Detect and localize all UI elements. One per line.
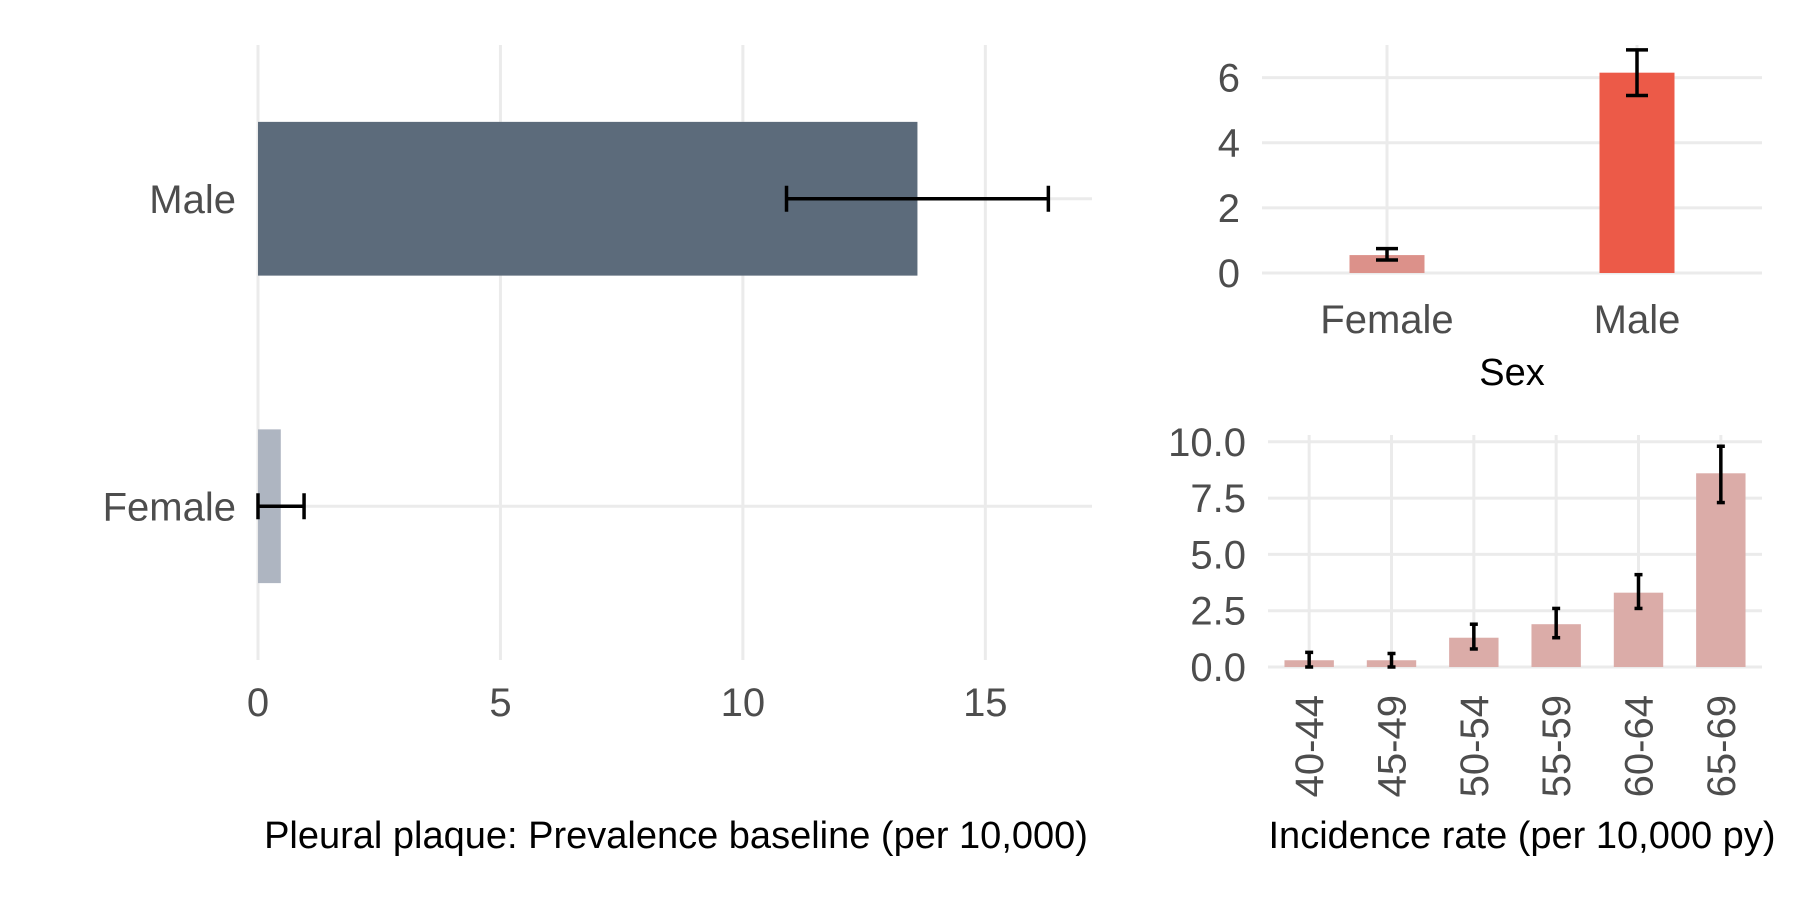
x-axis-title-prevalence: Pleural plaque: Prevalence baseline (per…	[264, 815, 1088, 857]
bar	[1349, 255, 1425, 273]
x-tick-label: 40-44	[1288, 695, 1332, 797]
x-tick-label: 60-64	[1618, 695, 1662, 797]
bar	[1696, 473, 1746, 667]
incidence-by-age-panel: 40-44 45-49 50-54 55-59 60-64 65-69 0.0 2.5 5.0 7…	[1168, 421, 1762, 797]
x-tick-label: Female	[1320, 298, 1453, 342]
x-tick-label: 65-69	[1700, 695, 1744, 797]
y-tick-label: 2	[1218, 187, 1240, 231]
y-tick-label: 4	[1218, 122, 1240, 166]
y-tick-label: 10.0	[1168, 421, 1246, 465]
x-tick-label: 15	[963, 681, 1008, 725]
y-tick-label: 6	[1218, 57, 1240, 101]
axis-titles: Pleural plaque: Prevalence baseline (per…	[264, 352, 1775, 857]
prevalence-by-sex-panel: Female Male 0 5 10 15	[103, 45, 1092, 725]
incidence-by-sex-panel: Female Male 0 2 4 6	[1218, 45, 1762, 342]
x-tick-label: 10	[721, 681, 766, 725]
y-tick-label: 7.5	[1190, 477, 1246, 521]
x-tick-label: 45-49	[1371, 695, 1415, 797]
y-tick-label: 5.0	[1190, 533, 1246, 577]
x-tick-label: Male	[1594, 298, 1681, 342]
x-tick-label: 5	[489, 681, 511, 725]
x-tick-label: 55-59	[1535, 695, 1579, 797]
x-tick-label: 50-54	[1453, 695, 1497, 797]
y-tick-label: Female	[103, 485, 236, 529]
y-tick-label: 0	[1218, 252, 1240, 296]
x-axis-title-sex: Sex	[1479, 352, 1544, 394]
y-tick-label: Male	[149, 178, 236, 222]
bar	[1599, 72, 1675, 273]
x-tick-label: 0	[247, 681, 269, 725]
y-tick-label: 0.0	[1190, 646, 1246, 690]
y-tick-label: 2.5	[1190, 590, 1246, 634]
x-axis-title-age: Incidence rate (per 10,000 py)	[1269, 815, 1776, 857]
